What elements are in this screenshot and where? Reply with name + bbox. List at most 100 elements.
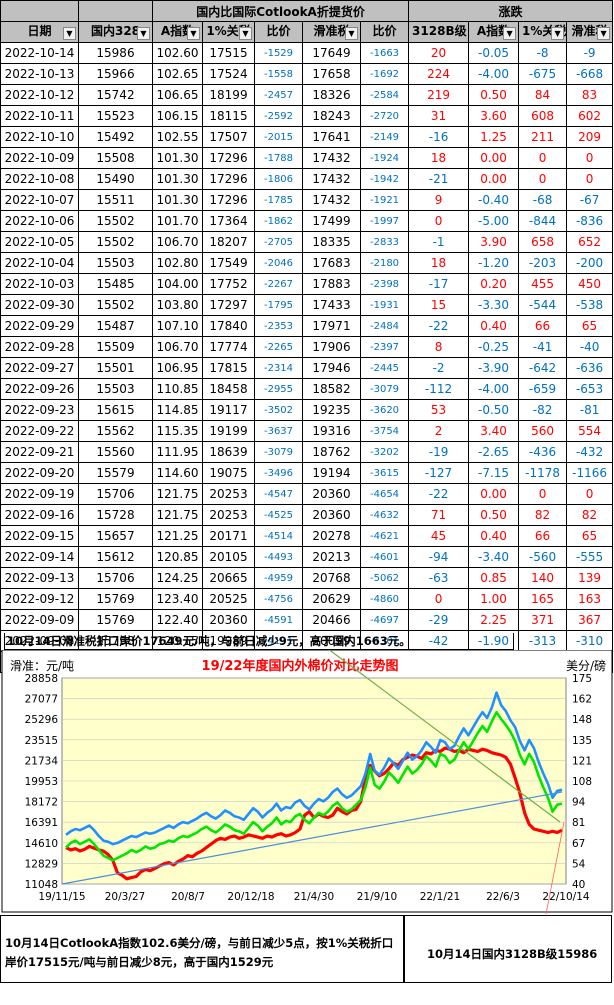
- note-domestic-box: 10月14日国内3128B级15986: [404, 915, 612, 983]
- column-header-4: 比价: [254, 21, 303, 43]
- column-header-2: A指数 ▼: [152, 21, 203, 43]
- column-header-5: 滑准税 ▼: [302, 21, 361, 43]
- table-cell: 2.25: [468, 609, 520, 631]
- table-cell: -675: [518, 63, 568, 85]
- table-cell: -2457: [254, 84, 303, 106]
- filter-dropdown-icon[interactable]: ▼: [551, 27, 565, 40]
- table-cell: 15769: [78, 588, 153, 610]
- table-cell: -636: [566, 357, 614, 379]
- table-row: 2022-09-27 15501 106.95 17815 -2314 17946 -244…: [0, 357, 614, 379]
- table-cell: 17549: [202, 252, 255, 274]
- table-cell: 104.00: [152, 273, 203, 295]
- table-cell: 15615: [78, 399, 153, 421]
- table-cell: -2397: [359, 336, 410, 358]
- table-cell: 17432: [302, 189, 361, 211]
- table-cell: -8: [518, 42, 568, 64]
- table-cell: -2180: [359, 252, 410, 274]
- table-cell: 106.15: [152, 105, 203, 127]
- table-row: 2022-10-03 15485 104.00 17752 -2267 17883 -239…: [0, 273, 614, 295]
- table-cell: 371: [518, 609, 568, 631]
- table-cell: 2022-09-14: [0, 546, 79, 568]
- table-cell: -22: [408, 483, 470, 505]
- group-header-domestic-vs-intl: 国内比国际CotlookA折提货价: [151, 0, 410, 22]
- filter-dropdown-icon[interactable]: ▼: [187, 27, 200, 40]
- column-header-label: 国内328: [90, 24, 141, 38]
- table-cell: 17296: [202, 189, 255, 211]
- table-cell: -2046: [254, 252, 303, 274]
- table-cell: 102.80: [152, 252, 203, 274]
- table-cell: -544: [518, 294, 568, 316]
- table-cell: 20171: [202, 525, 255, 547]
- table-cell: 2022-10-14: [0, 42, 79, 64]
- table-cell: 17507: [202, 126, 255, 148]
- column-header-label: 比价: [372, 24, 397, 38]
- series-line-1: [65, 710, 563, 862]
- table-cell: 17752: [202, 273, 255, 295]
- table-row: 2022-10-07 15511 101.30 17296 -1785 17432 -192…: [0, 189, 614, 211]
- table-cell: 18199: [202, 84, 255, 106]
- table-row: 2022-09-13 15706 124.25 20665 -4959 20768 -506…: [0, 567, 614, 589]
- y-tick-right: 40: [572, 879, 585, 891]
- table-cell: 163: [566, 588, 614, 610]
- table-cell: 2022-10-05: [0, 231, 79, 253]
- filter-dropdown-icon[interactable]: ▼: [345, 27, 358, 40]
- filter-dropdown-icon[interactable]: ▼: [137, 27, 150, 40]
- y-tick-left: 16391: [25, 817, 58, 829]
- table-cell: 608: [518, 105, 568, 127]
- table-cell: 19316: [302, 420, 361, 442]
- table-row: 2022-09-14 15612 120.85 20105 -4493 20213 -460…: [0, 546, 614, 568]
- table-cell: 0: [518, 483, 568, 505]
- table-cell: -1692: [359, 63, 410, 85]
- column-header-label: 滑准税: [313, 24, 350, 38]
- table-cell: 18326: [302, 84, 361, 106]
- table-cell: -19: [408, 441, 470, 463]
- table-cell: -1166: [566, 462, 614, 484]
- table-cell: -4525: [254, 504, 303, 526]
- table-cell: -2.65: [468, 441, 520, 463]
- table-cell: 2022-09-27: [0, 357, 79, 379]
- table-row: 2022-09-29 15487 107.10 17840 -2353 17971 -248…: [0, 315, 614, 337]
- table-cell: 82: [566, 504, 614, 526]
- table-cell: 15485: [78, 273, 153, 295]
- table-cell: 106.70: [152, 231, 203, 253]
- y-tick-left: 23515: [25, 735, 58, 747]
- table-cell: -1924: [359, 147, 410, 169]
- table-cell: 2022-09-13: [0, 567, 79, 589]
- table-cell: 18582: [302, 378, 361, 400]
- filter-dropdown-icon[interactable]: ▼: [597, 27, 611, 40]
- table-row: 2022-09-21 15560 111.95 18639 -3079 18762 -320…: [0, 441, 614, 463]
- column-header-7: 3128B级: [408, 21, 470, 43]
- table-cell: -1942: [359, 168, 410, 190]
- table-cell: 106.65: [152, 84, 203, 106]
- filter-dropdown-icon[interactable]: ▼: [63, 27, 76, 40]
- filter-dropdown-icon[interactable]: ▼: [503, 27, 517, 40]
- table-cell: 15502: [78, 231, 153, 253]
- column-header-row: 日期 ▼ 国内328 ▼ A指数 ▼ 1%关税 ▼ 比价 滑准税 ▼ 比价 3128B级 A指数 ▼ 1%关税…: [0, 21, 614, 43]
- table-row: 2022-09-20 15579 114.60 19075 -3496 19194 -361…: [0, 462, 614, 484]
- table-row: 2022-10-08 15490 101.30 17296 -1806 17432 -194…: [0, 168, 614, 190]
- table-row: 2022-10-13 15966 102.65 17524 -1558 17658 -169…: [0, 63, 614, 85]
- x-tick-label: 21/4/30: [294, 891, 334, 903]
- cotton-price-trend-chart: 19/22年度国内外棉价对比走势图 滑准：元/吨 美分/磅 28858 175 27077…: [1, 650, 613, 914]
- table-cell: 111.95: [152, 441, 203, 463]
- table-cell: 17774: [202, 336, 255, 358]
- table-cell: -4591: [254, 609, 303, 631]
- table-cell: 1.00: [468, 588, 520, 610]
- y-axis-right-label: 美分/磅: [566, 658, 606, 673]
- table-cell: 18639: [202, 441, 255, 463]
- table-cell: -200: [566, 252, 614, 274]
- table-cell: 106.95: [152, 357, 203, 379]
- table-cell: 121.75: [152, 504, 203, 526]
- table-cell: -538: [566, 294, 614, 316]
- table-cell: 17364: [202, 210, 255, 232]
- table-cell: 15986: [78, 42, 153, 64]
- table-cell: 2022-09-30: [0, 294, 79, 316]
- filter-dropdown-icon[interactable]: ▼: [239, 27, 252, 40]
- table-cell: 20253: [202, 483, 255, 505]
- table-cell: 124.25: [152, 567, 203, 589]
- table-cell: 102.55: [152, 126, 203, 148]
- table-cell: 0: [408, 210, 470, 232]
- table-cell: 20665: [202, 567, 255, 589]
- table-cell: 17815: [202, 357, 255, 379]
- table-cell: -4493: [254, 546, 303, 568]
